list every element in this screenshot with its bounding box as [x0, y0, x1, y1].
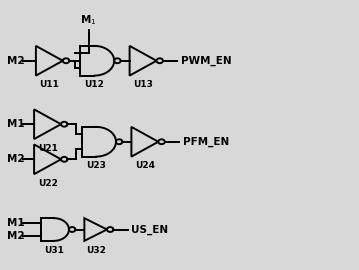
Text: US_EN: US_EN	[131, 224, 168, 235]
Text: M2: M2	[7, 56, 25, 66]
Text: M1: M1	[7, 218, 25, 228]
Text: U23: U23	[86, 161, 106, 170]
Text: U32: U32	[86, 246, 106, 255]
Text: M2: M2	[7, 231, 25, 241]
Text: M$_1$: M$_1$	[80, 13, 97, 27]
Text: U12: U12	[84, 80, 104, 89]
Text: U11: U11	[39, 80, 59, 89]
Text: M1: M1	[7, 119, 25, 129]
Text: PFM_EN: PFM_EN	[183, 137, 229, 147]
Text: U31: U31	[44, 246, 64, 255]
Text: PWM_EN: PWM_EN	[181, 56, 232, 66]
Text: U24: U24	[135, 161, 155, 170]
Text: U13: U13	[133, 80, 153, 89]
Text: M2: M2	[7, 154, 25, 164]
Text: U22: U22	[38, 179, 57, 188]
Text: U21: U21	[38, 144, 57, 153]
